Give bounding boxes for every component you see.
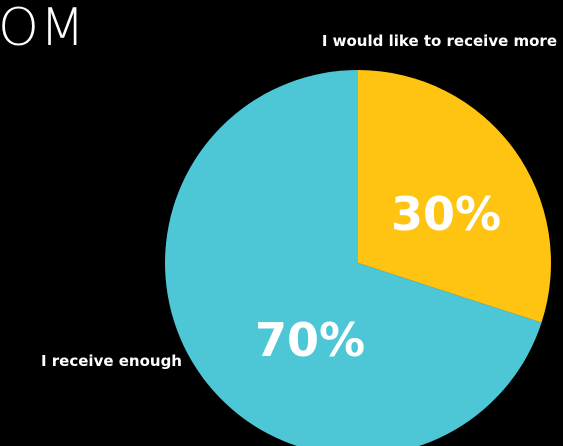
pie-labels: 30% I would like to receive more 70% I rece… [41,32,557,370]
slice-category-label-2: I receive enough [41,352,182,370]
slice-category-label-1: I would like to receive more [322,32,557,50]
pie-slice-2 [165,70,542,446]
slice-value-label-1: 30% [391,187,501,241]
slice-value-label-2: 70% [255,313,365,367]
pie-slices [165,70,551,446]
pie-slice-1 [358,70,551,323]
page-title-fragment: OM [0,0,86,58]
